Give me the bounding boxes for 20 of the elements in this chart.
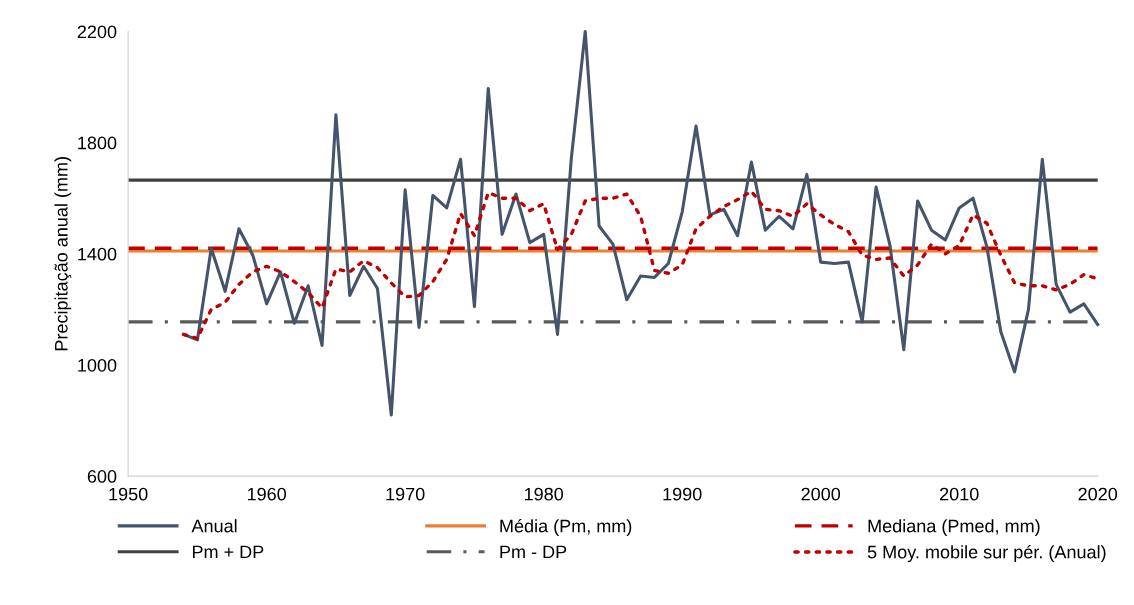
- x-tick-label: 1990: [663, 487, 702, 501]
- x-tick-label: 2010: [940, 487, 979, 501]
- legend-label: Pm + DP: [192, 545, 264, 559]
- x-tick-label: 1970: [386, 487, 425, 501]
- y-axis-title: Precipitação anual (mm): [54, 157, 72, 351]
- y-tick-label: 1800: [78, 136, 117, 150]
- x-tick-label: 2000: [801, 487, 841, 501]
- legend-label: Média (Pm, mm): [500, 518, 632, 536]
- legend-label: Anual: [191, 519, 237, 533]
- x-tick-label: 1960: [247, 487, 287, 501]
- legend-label: Mediana (Pmed, mm): [868, 519, 1040, 536]
- y-tick-label: 1400: [78, 247, 117, 261]
- legend-label: Pm - DP: [500, 545, 567, 559]
- y-tick-label: 600: [87, 470, 117, 483]
- x-tick-label: 1980: [524, 487, 564, 501]
- x-tick-label: 1950: [109, 487, 148, 501]
- x-tick-label: 2020: [1078, 487, 1118, 501]
- legend-label: 5 Moy. mobile sur pér. (Anual): [867, 544, 1106, 563]
- y-tick-label: 2200: [77, 25, 117, 39]
- y-tick-label: 1000: [78, 358, 117, 372]
